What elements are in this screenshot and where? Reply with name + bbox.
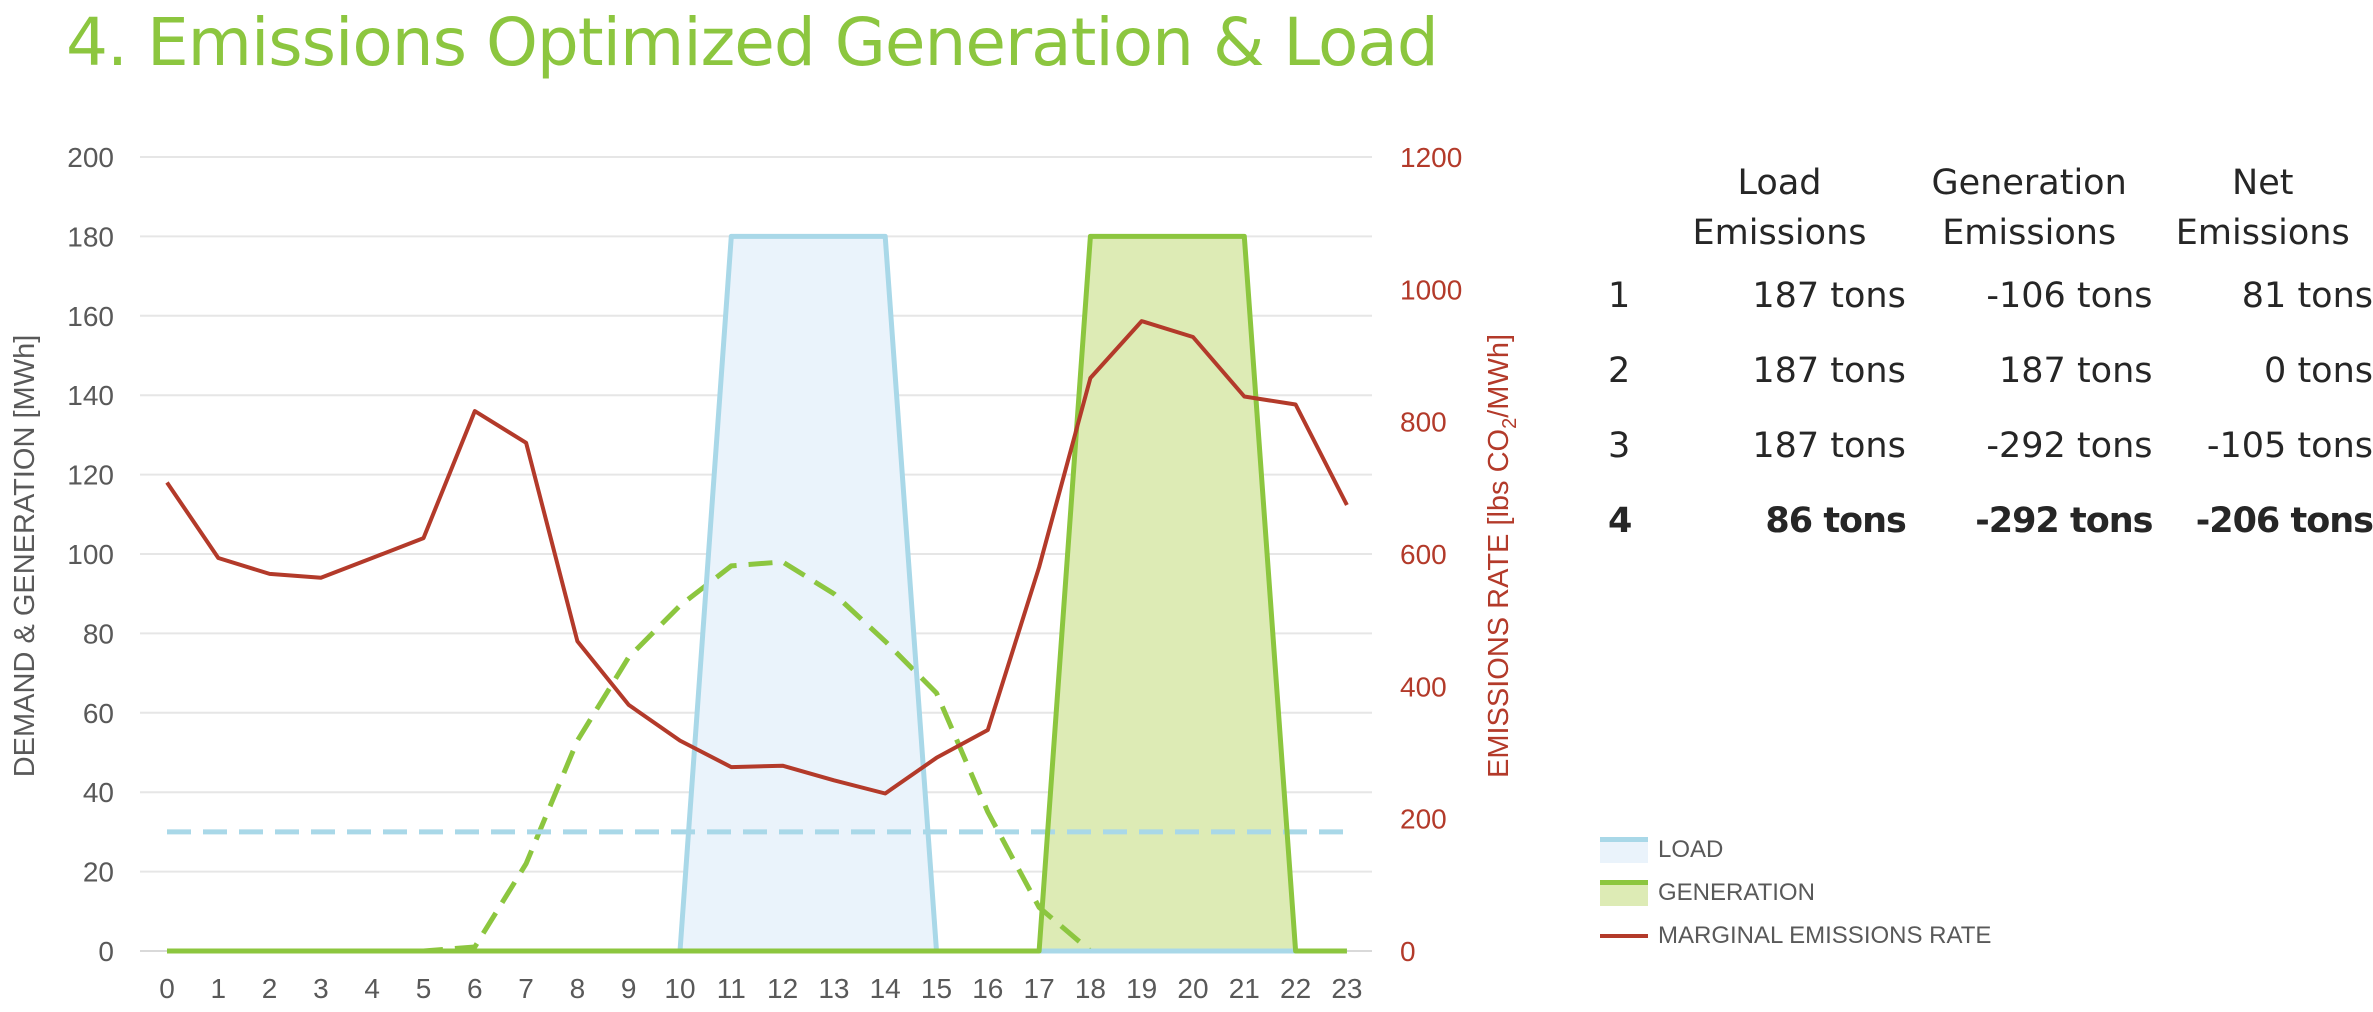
generation-emissions-cell: -292 tons (1975, 500, 2153, 541)
left-tick-label: 0 (98, 936, 114, 967)
load-emissions-cell: 86 tons (1765, 500, 1906, 541)
x-tick-label: 13 (818, 973, 849, 1004)
x-tick-label: 16 (972, 973, 1003, 1004)
right-axis-title-subscript: 2 (1499, 418, 1521, 429)
table-header-net-emissions: Net Emissions (2175, 163, 2350, 253)
legend-label-load: LOAD (1658, 835, 1724, 863)
table-row: 1 187 tons -106 tons 81 tons (1590, 258, 2373, 333)
right-tick-label: 1200 (1400, 142, 1462, 173)
x-tick-label: 23 (1331, 973, 1362, 1004)
left-tick-label: 40 (83, 777, 114, 808)
net-emissions-cell: 81 tons (2241, 275, 2373, 316)
page-title: 4. Emissions Optimized Generation & Load (66, 4, 1439, 81)
net-emissions-cell: -206 tons (2195, 500, 2373, 541)
row-index: 3 (1608, 425, 1631, 466)
left-tick-label: 140 (67, 380, 114, 411)
legend-label-generation: GENERATION (1658, 878, 1815, 906)
x-tick-label: 6 (467, 973, 483, 1004)
x-tick-label: 17 (1024, 973, 1055, 1004)
area-fill-load (167, 236, 1347, 951)
x-tick-label: 2 (262, 973, 278, 1004)
right-tick-label: 0 (1400, 936, 1416, 967)
left-axis-title: DEMAND & GENERATION [MWh] (9, 335, 41, 778)
right-tick-label: 400 (1400, 671, 1447, 702)
load-emissions-cell: 187 tons (1752, 425, 1906, 466)
right-axis-title: EMISSIONS RATE [lbs CO2/MWh] (1483, 334, 1521, 778)
legend-swatch-generation (1600, 879, 1648, 906)
legend-item-marginal-emissions-rate: MARGINAL EMISSIONS RATE (1600, 914, 1991, 957)
net-emissions-cell: 0 tons (2264, 350, 2373, 391)
emissions-chart: 0204060801001201401601802000200400600800… (9, 142, 1521, 1004)
left-tick-label: 180 (67, 221, 114, 252)
right-tick-label: 800 (1400, 407, 1447, 438)
table-header-load-emissions: Load Emissions (1692, 163, 1867, 253)
generation-emissions-cell: -106 tons (1986, 275, 2153, 316)
x-tick-label: 10 (664, 973, 695, 1004)
left-tick-label: 80 (83, 618, 114, 649)
left-tick-label: 160 (67, 301, 114, 332)
left-tick-label: 20 (83, 857, 114, 888)
load-emissions-cell: 187 tons (1752, 275, 1906, 316)
generation-emissions-cell: 187 tons (1999, 350, 2153, 391)
x-tick-label: 12 (767, 973, 798, 1004)
series-line-marginal-emissions-rate (165, 319, 1349, 796)
chart-areas (167, 236, 1347, 951)
x-tick-label: 8 (570, 973, 586, 1004)
x-tick-label: 7 (518, 973, 534, 1004)
x-tick-label: 14 (870, 973, 901, 1004)
legend-item-generation: GENERATION (1600, 871, 1991, 914)
x-tick-label: 19 (1126, 973, 1157, 1004)
table-header-blank (1590, 158, 1653, 258)
left-tick-label: 200 (67, 142, 114, 173)
net-emissions-cell: -105 tons (2206, 425, 2373, 466)
legend-label-marginal-emissions-rate: MARGINAL EMISSIONS RATE (1658, 921, 1992, 949)
table-row: 4 86 tons -292 tons -206 tons (1590, 483, 2373, 558)
x-tick-label: 11 (717, 973, 746, 1004)
legend-item-load: LOAD (1600, 828, 1991, 871)
x-tick-label: 0 (159, 973, 175, 1004)
right-axis-title-prefix: EMISSIONS RATE [lbs CO (1483, 429, 1515, 778)
chart-tick-labels: 0204060801001201401601802000200400600800… (67, 142, 1462, 1004)
x-tick-label: 1 (211, 973, 227, 1004)
row-index: 4 (1608, 500, 1632, 541)
table-row: 3 187 tons -292 tons -105 tons (1590, 408, 2373, 483)
right-tick-label: 1000 (1400, 274, 1462, 305)
legend-swatch-load (1600, 836, 1648, 863)
left-tick-label: 120 (67, 460, 114, 491)
table-row: 2 187 tons 187 tons 0 tons (1590, 333, 2373, 408)
left-tick-label: 100 (67, 539, 114, 570)
row-index: 1 (1608, 275, 1631, 316)
right-tick-label: 200 (1400, 804, 1447, 835)
left-tick-label: 60 (83, 698, 114, 729)
x-tick-label: 5 (416, 973, 432, 1004)
table-header-row: Load Emissions Generation Emissions Net Emi… (1590, 158, 2373, 258)
x-tick-label: 21 (1229, 973, 1260, 1004)
right-axis-title-suffix: /MWh] (1483, 334, 1515, 418)
x-tick-label: 15 (921, 973, 952, 1004)
right-tick-label: 600 (1400, 539, 1447, 570)
generation-emissions-cell: -292 tons (1986, 425, 2153, 466)
x-tick-label: 20 (1177, 973, 1208, 1004)
series-line-generation (167, 233, 1347, 954)
row-index: 2 (1608, 350, 1631, 391)
legend-swatch-marginal-emissions-rate (1600, 923, 1648, 949)
load-emissions-cell: 187 tons (1752, 350, 1906, 391)
x-tick-label: 9 (621, 973, 637, 1004)
x-tick-label: 4 (364, 973, 380, 1004)
x-tick-label: 22 (1280, 973, 1311, 1004)
chart-legend: LOAD GENERATION MARGINAL EMISSIONS RATE (1600, 828, 1991, 957)
x-tick-label: 3 (313, 973, 329, 1004)
table-header-generation-emissions: Generation Emissions (1931, 163, 2127, 253)
x-tick-label: 18 (1075, 973, 1106, 1004)
emissions-table: Load Emissions Generation Emissions Net Emi… (1590, 158, 2373, 558)
chart-lines (165, 233, 1349, 954)
